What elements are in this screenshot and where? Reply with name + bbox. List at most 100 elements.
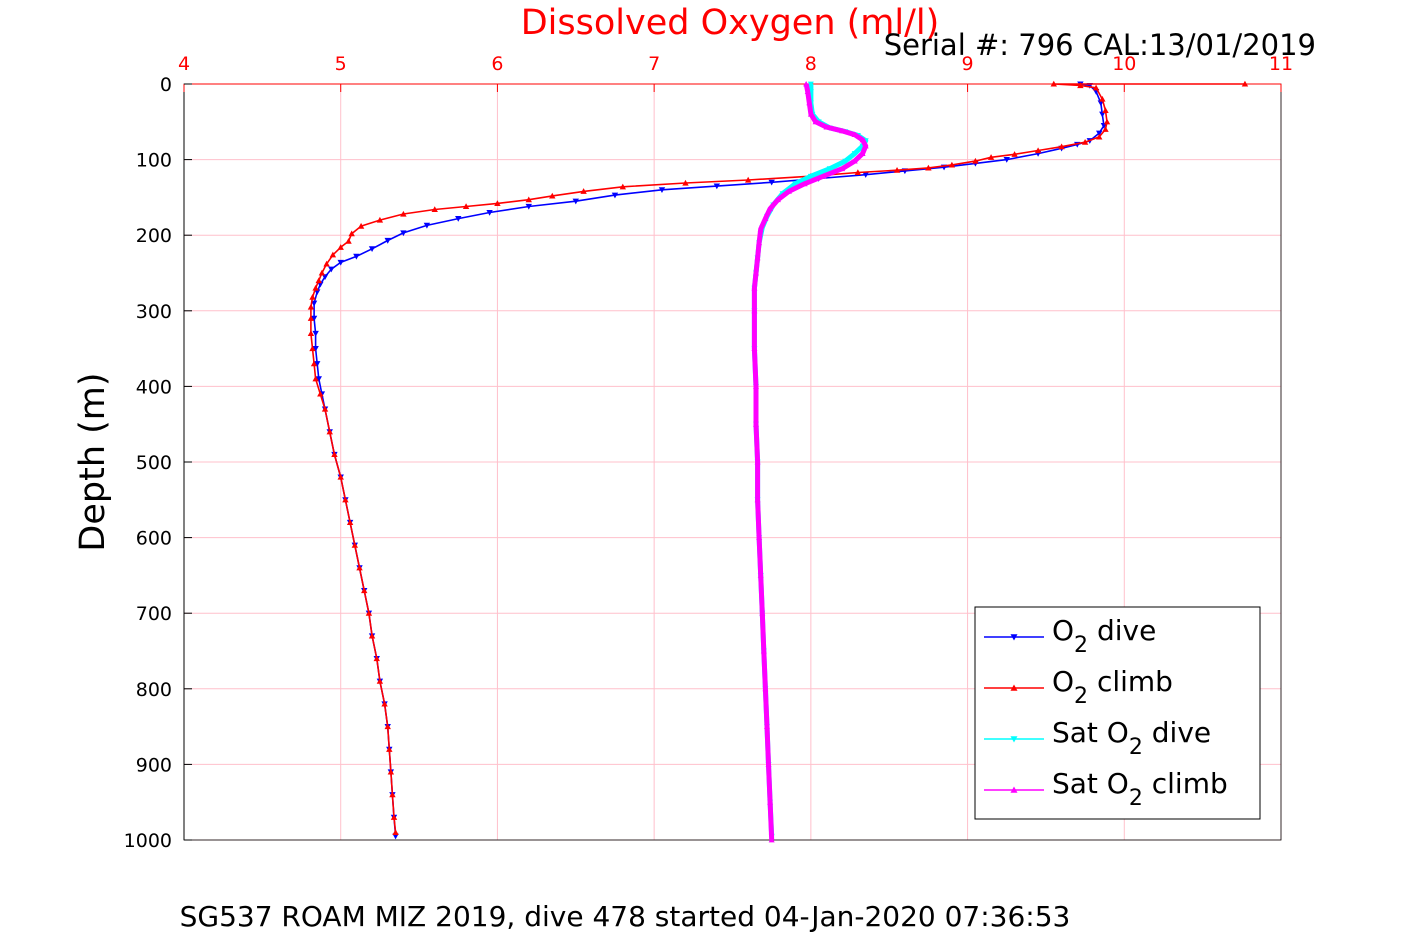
data-point [839, 127, 846, 134]
series-line [310, 83, 1245, 833]
data-point [323, 260, 330, 267]
legend-label: O2 dive [1052, 614, 1156, 658]
data-point [376, 678, 384, 684]
data-point [307, 315, 315, 321]
data-point [1092, 84, 1100, 91]
data-point [744, 176, 752, 183]
legend-swatch-marker [1010, 736, 1018, 743]
data-point [361, 587, 368, 594]
legend-swatch-marker [1010, 634, 1018, 641]
data-point [365, 610, 373, 616]
data-point [337, 244, 344, 250]
legend-swatch-marker [1010, 684, 1018, 691]
legend: O2 dive O2 climb Sat O2 dive Sat O2 climb [974, 606, 1261, 820]
data-point [309, 345, 316, 352]
y-tick-label: 100 [136, 150, 172, 172]
data-point [803, 81, 810, 87]
y-tick-label: 600 [136, 528, 172, 550]
data-point [346, 519, 354, 526]
data-point [1102, 107, 1109, 114]
data-point [842, 158, 849, 165]
data-point [753, 383, 760, 389]
data-point [373, 655, 380, 662]
data-point [756, 239, 763, 246]
data-point [1050, 80, 1057, 87]
data-point [859, 150, 866, 156]
data-point [862, 172, 869, 178]
data-point [774, 196, 781, 203]
legend-box [974, 606, 1261, 820]
legend-entry: O2 climb [984, 665, 1173, 709]
y-tick-label: 200 [136, 225, 172, 247]
data-point [329, 251, 337, 258]
footer-caption: SG537 ROAM MIZ 2019, dive 478 started 04… [180, 900, 1071, 933]
data-point [1034, 147, 1042, 154]
data-point [893, 166, 901, 173]
data-point [400, 230, 407, 237]
y-tick-label: 700 [136, 603, 172, 625]
data-point [760, 648, 767, 654]
data-point [356, 564, 363, 571]
data-point [351, 541, 359, 548]
y-axis-label: Depth (m) [73, 372, 113, 551]
legend-entry: Sat O2 dive [984, 716, 1211, 760]
data-point [1003, 157, 1010, 163]
data-point [1077, 82, 1084, 89]
data-point [400, 210, 407, 217]
data-point [1058, 143, 1065, 150]
data-point [759, 610, 766, 616]
data-point [462, 203, 470, 210]
data-point [801, 180, 808, 187]
data-point [753, 270, 760, 276]
data-point [312, 375, 319, 382]
data-point [549, 192, 556, 199]
data-point [972, 157, 979, 164]
data-point [862, 142, 869, 149]
data-point [525, 203, 532, 210]
legend-entry: Sat O2 climb [984, 767, 1228, 811]
data-point [754, 459, 761, 465]
data-point [756, 534, 763, 540]
data-point [314, 361, 321, 367]
data-point [486, 209, 493, 216]
data-point [823, 124, 830, 130]
x-tick-label: 4 [178, 53, 190, 75]
data-point [572, 198, 579, 205]
data-point [785, 188, 792, 194]
data-point [1099, 111, 1106, 118]
x-tick-label: 6 [491, 53, 503, 75]
data-point [820, 173, 827, 179]
data-point [807, 173, 814, 180]
data-point [812, 118, 819, 125]
data-point [342, 496, 349, 503]
series-line [751, 84, 869, 837]
data-point [307, 303, 315, 310]
x-tick-label: 8 [805, 53, 817, 75]
legend-label: Sat O2 dive [1052, 716, 1211, 760]
data-point [309, 293, 316, 300]
data-point [751, 285, 758, 291]
data-point [1103, 118, 1111, 125]
data-point [390, 814, 398, 820]
legend-entry: O2 dive [984, 614, 1156, 658]
data-point [851, 131, 858, 138]
data-point [806, 99, 813, 106]
data-point [839, 165, 846, 172]
y-tick-label: 900 [136, 754, 172, 776]
data-point [368, 632, 376, 639]
data-point [767, 205, 774, 212]
data-point [763, 723, 770, 729]
data-point [331, 451, 338, 457]
y-tick-label: 1000 [124, 830, 172, 852]
data-point [804, 88, 811, 94]
data-point [494, 200, 501, 207]
data-point [525, 196, 532, 203]
data-point [1102, 126, 1109, 132]
legend-entries: O2 dive O2 climb Sat O2 dive Sat O2 climb [984, 614, 1228, 811]
data-point [345, 238, 352, 244]
data-point [851, 151, 858, 157]
y-tick-label: 300 [136, 301, 172, 323]
data-point [387, 768, 395, 775]
data-point [317, 390, 324, 397]
